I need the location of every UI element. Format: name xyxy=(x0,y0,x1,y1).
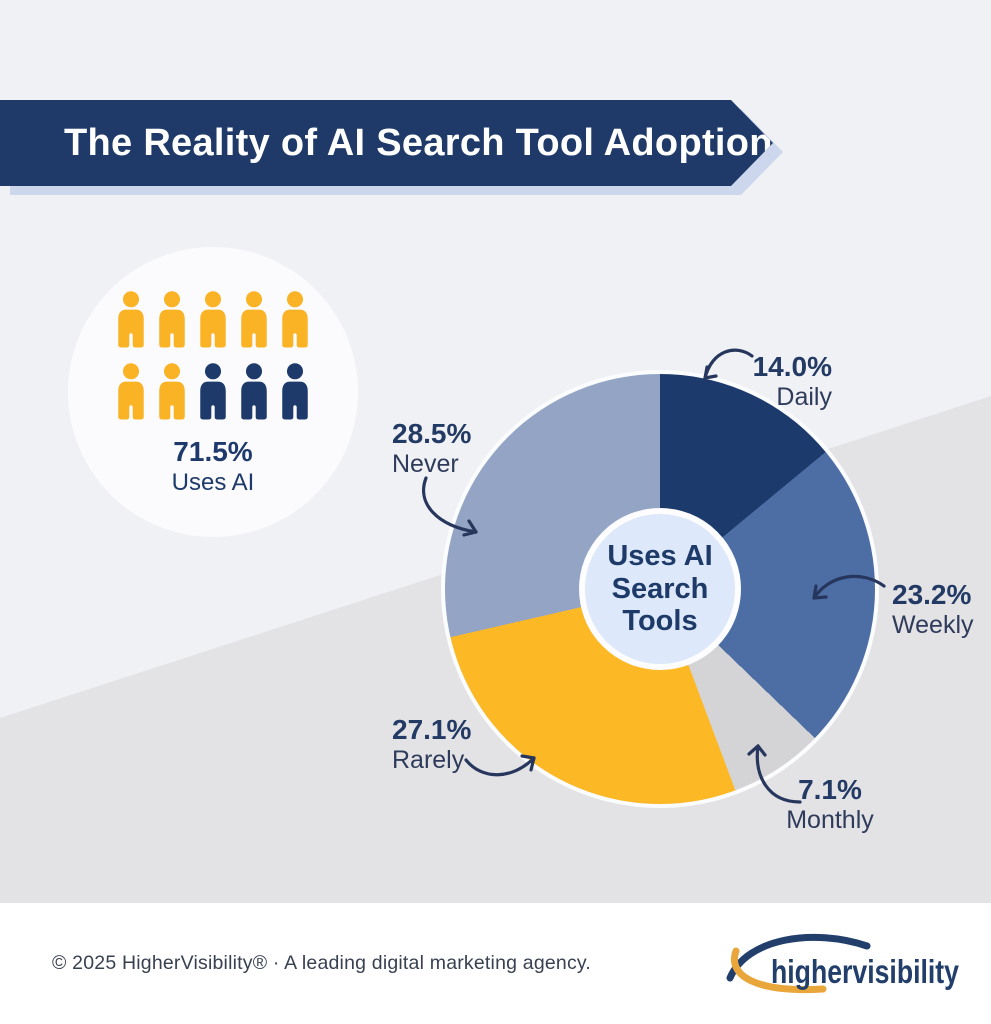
segment-label-daily: 14.0% Daily xyxy=(724,351,832,412)
segment-name: Rarely xyxy=(392,746,465,775)
person-icon xyxy=(200,362,226,419)
title-banner: The Reality of AI Search Tool Adoption xyxy=(0,100,773,186)
person-icon xyxy=(282,362,308,419)
segment-label-monthly: 7.1% Monthly xyxy=(768,774,892,835)
usage-circle: 71.5% Uses AI xyxy=(68,247,358,537)
rarely-arrow-icon xyxy=(464,754,536,777)
footer: © 2025 HigherVisibility® · A leading dig… xyxy=(0,903,991,1024)
segment-label-rarely: 27.1% Rarely xyxy=(392,714,502,775)
segment-name: Daily xyxy=(776,383,832,412)
person-icon xyxy=(282,290,308,347)
usage-percent: 71.5% xyxy=(173,435,253,467)
segment-value: 27.1% xyxy=(392,714,472,745)
segment-label-weekly: 23.2% Weekly xyxy=(892,579,991,640)
highervisibility-logo: highervisibility xyxy=(726,933,960,994)
segment-name: Never xyxy=(392,450,459,479)
person-icon xyxy=(159,290,185,347)
segment-value: 28.5% xyxy=(392,418,472,449)
person-icon xyxy=(118,290,144,347)
daily-arrow-icon xyxy=(703,348,754,380)
person-icon xyxy=(200,290,226,347)
person-icon xyxy=(159,362,185,419)
logo-text: highervisibility xyxy=(771,953,960,990)
person-icon xyxy=(241,290,267,347)
segment-name: Weekly xyxy=(892,611,974,640)
segment-label-never: 28.5% Never xyxy=(392,418,502,479)
monthly-arrow-icon xyxy=(747,744,802,804)
people-grid xyxy=(113,290,313,424)
person-icon xyxy=(118,362,144,419)
segment-value: 14.0% xyxy=(752,351,832,382)
weekly-arrow-icon xyxy=(812,574,886,600)
chart-center-label: Search xyxy=(611,572,709,605)
segment-name: Monthly xyxy=(786,806,874,835)
chart-center-label: Uses AI xyxy=(607,540,713,573)
segment-value: 7.1% xyxy=(798,774,862,805)
person-icon xyxy=(241,362,267,419)
copyright-text: © 2025 HigherVisibility® · A leading dig… xyxy=(52,952,592,974)
usage-label: Uses AI xyxy=(171,468,255,496)
chart-center-label: Tools xyxy=(622,605,698,638)
never-arrow-icon xyxy=(422,476,478,537)
page-title: The Reality of AI Search Tool Adoption xyxy=(64,121,773,164)
chart-center: Uses AI Search Tools xyxy=(579,508,741,670)
segment-value: 23.2% xyxy=(892,579,972,610)
logo-gold-swoosh-icon xyxy=(731,947,827,994)
